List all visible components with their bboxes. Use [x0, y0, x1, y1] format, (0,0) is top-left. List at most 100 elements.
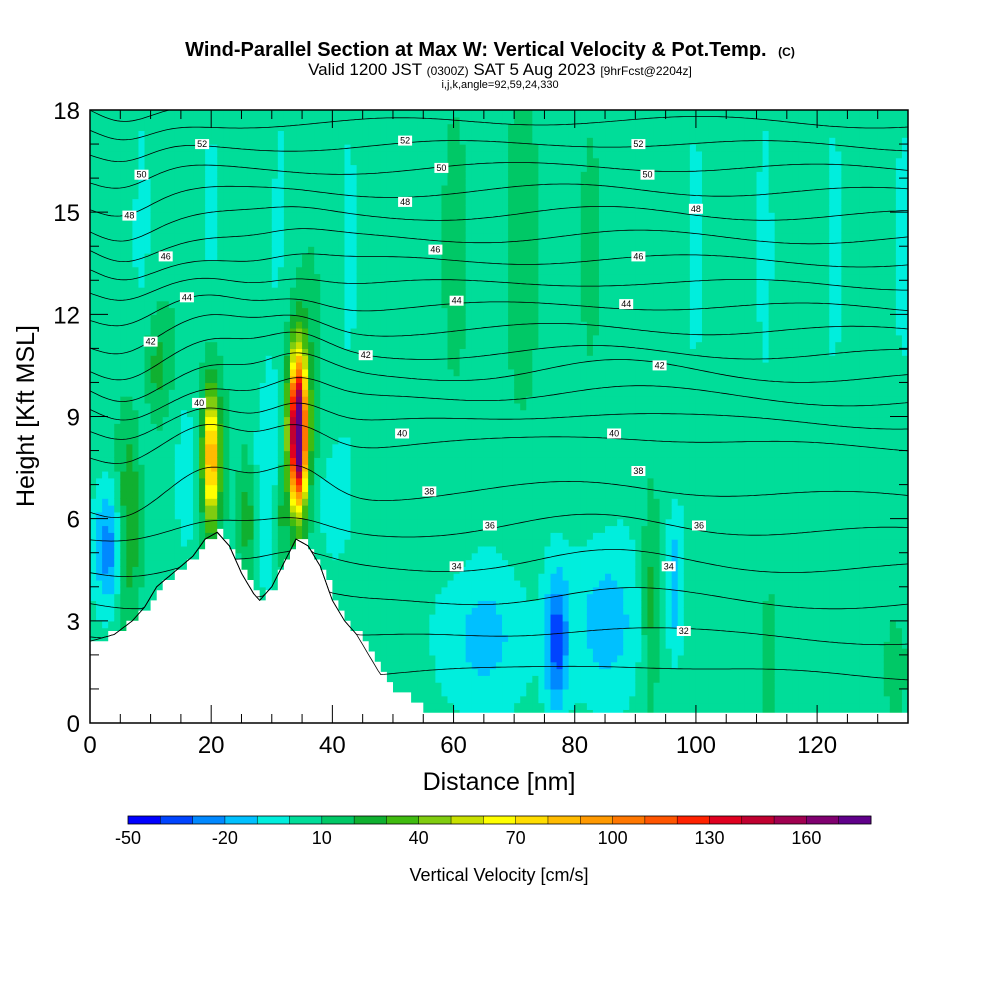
w-cell [253, 355, 261, 363]
w-cell [259, 348, 267, 356]
w-cell [162, 491, 170, 499]
chart-ijk-line: i,j,k,angle=92,59,24,330 [441, 79, 558, 91]
w-cell [271, 498, 279, 506]
w-cell [326, 307, 333, 315]
w-cell [368, 402, 376, 411]
w-cell [168, 450, 176, 458]
w-cell [362, 436, 370, 445]
w-cell [350, 436, 358, 445]
w-cell [399, 280, 406, 288]
w-cell [144, 539, 152, 547]
w-cell [150, 157, 158, 166]
w-cell [332, 430, 340, 438]
w-cell [302, 348, 309, 356]
w-cell [302, 184, 309, 193]
w-cell [332, 259, 340, 268]
w-cell [380, 280, 388, 288]
w-cell [332, 348, 340, 356]
w-cell [223, 137, 230, 145]
w-cell [271, 184, 279, 193]
w-cell [223, 450, 230, 458]
w-cell [314, 116, 321, 125]
w-cell [392, 368, 400, 377]
w-cell [174, 443, 182, 452]
w-cell [411, 191, 418, 200]
w-cell [326, 110, 333, 118]
w-cell [283, 457, 291, 465]
w-cell [289, 436, 297, 445]
w-cell [271, 491, 279, 499]
w-cell [386, 559, 394, 567]
w-cell [423, 661, 430, 670]
w-cell [289, 525, 297, 533]
w-cell [186, 232, 194, 241]
w-cell [362, 150, 370, 159]
w-cell [259, 539, 267, 547]
w-cell [320, 123, 327, 132]
w-cell [405, 362, 412, 370]
w-cell [308, 253, 315, 261]
w-cell [114, 579, 121, 588]
w-cell [411, 423, 418, 431]
w-cell [283, 491, 291, 499]
w-cell [126, 464, 134, 472]
w-cell [320, 368, 327, 377]
w-cell [308, 498, 315, 506]
w-cell [374, 607, 382, 615]
w-cell [132, 430, 140, 438]
w-cell [386, 137, 394, 145]
w-cell [180, 157, 188, 166]
w-cell [132, 239, 140, 247]
w-cell [417, 382, 424, 390]
w-cell [96, 436, 103, 445]
w-cell [271, 436, 279, 445]
w-cell [114, 614, 121, 622]
w-cell [265, 470, 273, 479]
w-cell [217, 396, 224, 404]
w-cell [114, 273, 121, 281]
w-cell [223, 505, 230, 513]
w-cell [380, 484, 388, 493]
w-cell [96, 634, 103, 642]
w-cell [399, 225, 406, 234]
w-cell [332, 253, 340, 261]
w-cell [90, 287, 97, 295]
w-cell [120, 253, 127, 261]
w-cell [386, 579, 394, 588]
w-cell [120, 314, 127, 322]
w-cell [253, 498, 261, 506]
w-cell [241, 498, 249, 506]
w-cell [362, 137, 370, 145]
w-cell [193, 477, 200, 486]
w-cell [350, 518, 358, 527]
w-cell [108, 470, 115, 479]
w-cell [211, 253, 218, 261]
w-cell [320, 402, 327, 411]
w-cell [247, 423, 255, 431]
w-cell [235, 498, 243, 506]
w-cell [417, 545, 424, 554]
w-cell [150, 505, 158, 513]
w-cell [132, 464, 140, 472]
w-cell [392, 593, 400, 601]
w-cell [211, 287, 218, 295]
w-cell [138, 450, 146, 458]
w-cell [411, 116, 418, 125]
w-cell [368, 634, 376, 642]
w-cell [332, 205, 340, 213]
w-cell [423, 627, 430, 636]
w-cell [417, 362, 424, 370]
w-cell [90, 477, 97, 486]
w-cell [386, 484, 394, 493]
w-cell [223, 498, 230, 506]
w-cell [199, 130, 206, 138]
w-cell [326, 348, 333, 356]
w-cell [96, 321, 103, 329]
w-cell [150, 232, 158, 241]
w-cell [211, 116, 218, 125]
w-cell [386, 607, 394, 615]
w-cell [380, 511, 388, 520]
w-cell [211, 457, 218, 465]
w-cell [265, 525, 273, 533]
w-cell [271, 164, 279, 172]
